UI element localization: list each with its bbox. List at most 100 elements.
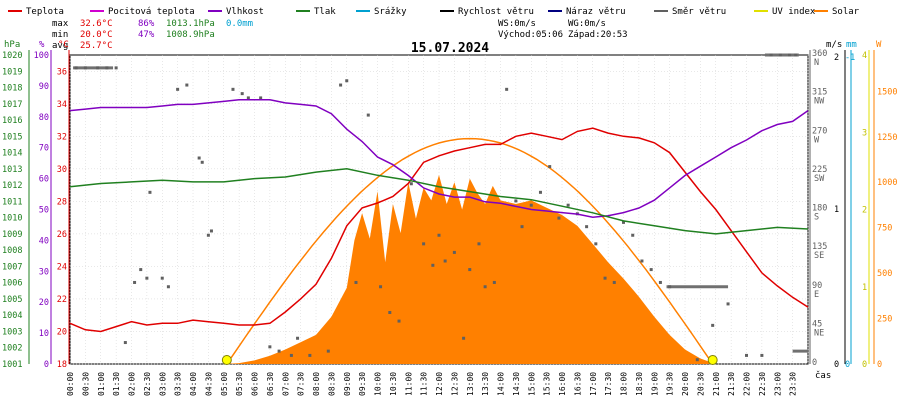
wind-direction-point [778, 53, 782, 57]
wind-direction-point [452, 250, 456, 254]
wind-direction-point [437, 233, 441, 237]
legend-label: Teplota [26, 7, 64, 17]
uv-tick: 1 [862, 283, 867, 293]
wind-direction-point [339, 83, 343, 87]
hpa-tick: 1014 [2, 149, 22, 159]
wind-direction-point [185, 83, 189, 87]
wind-direction-point [658, 280, 662, 284]
time-tick: 06:30 [266, 372, 275, 396]
dir-tick-label: N [814, 58, 819, 68]
time-tick: 21:00 [712, 372, 721, 396]
legend: Teplota Pocitová teplota Vlhkost Tlak Srážky… [8, 7, 860, 17]
time-tick: 21:30 [727, 372, 736, 396]
stat-pressure: 1013.1hPa [166, 19, 215, 29]
wind-direction-point [409, 182, 413, 186]
temp-tick: 24 [57, 262, 67, 272]
hpa-tick: 1009 [2, 230, 22, 240]
stat-label: max [52, 19, 69, 29]
wind-direction-point [431, 263, 435, 267]
time-tick: 13:00 [466, 372, 475, 396]
time-tick: 19:30 [666, 372, 675, 396]
stat-pressure: 1008.9hPa [166, 30, 215, 40]
wind-direction-point [268, 345, 272, 349]
temp-tick: 30 [57, 165, 67, 175]
dir-tick: 90 [812, 281, 822, 291]
time-tick: 04:00 [189, 372, 198, 396]
wind-direction-point [259, 96, 263, 100]
solar-area [70, 175, 808, 364]
ms-unit: m/s [826, 40, 842, 50]
hpa-unit: hPa [4, 40, 20, 50]
wind-direction-point [206, 233, 210, 237]
temp-tick: 20 [57, 327, 67, 337]
pct-unit: % [39, 40, 45, 50]
time-tick: 22:00 [743, 372, 752, 396]
hpa-tick: 1008 [2, 246, 22, 256]
dir-tick: 315 [812, 88, 827, 98]
time-tick: 23:00 [773, 372, 782, 396]
wind-direction-point [246, 96, 250, 100]
time-tick: 01:30 [112, 372, 121, 396]
chart-title: 15.07.2024 [411, 41, 489, 56]
wind-direction-point [668, 285, 672, 289]
wind-direction-point [548, 165, 552, 169]
wind-direction-point [379, 285, 383, 289]
wind-direction-point [83, 66, 87, 70]
time-tick: 18:30 [635, 372, 644, 396]
uv-tick: 3 [862, 128, 867, 138]
temp-tick: 26 [57, 230, 67, 240]
hpa-tick: 1001 [2, 360, 22, 370]
temperature-line [69, 127, 809, 333]
wind-direction-point [622, 220, 625, 224]
pct-tick: 50 [39, 206, 49, 216]
pct-tick: 90 [39, 82, 49, 92]
legend-label: UV index [772, 7, 816, 17]
hpa-tick: 1007 [2, 262, 22, 272]
ms-tick: 0 [834, 360, 839, 370]
wind-direction-point [477, 242, 481, 246]
wind-direction-point [240, 92, 244, 96]
dir-tick: 45 [812, 319, 822, 329]
pct-tick: 30 [39, 267, 49, 277]
dir-tick: 0 [812, 358, 817, 368]
mm-unit: mm [846, 40, 857, 50]
solar-tick: 750 [877, 224, 892, 234]
hpa-tick: 1017 [2, 100, 22, 110]
wind-direction-point [603, 276, 607, 280]
stat-humidity: 86% [138, 19, 155, 29]
time-tick: 03:30 [174, 372, 183, 396]
time-tick: 07:30 [297, 372, 306, 396]
time-tick: 16:30 [573, 372, 582, 396]
dir-tick: 270 [812, 126, 827, 136]
wind-direction-point [326, 349, 330, 353]
wind-direction-point [145, 276, 149, 280]
wind-direction-point [354, 280, 358, 284]
time-tick: 00:00 [66, 372, 75, 396]
time-tick: 07:00 [281, 372, 290, 396]
wind-direction-point [74, 66, 78, 70]
dir-tick-label: S [814, 213, 819, 223]
pct-tick: 20 [39, 298, 49, 308]
right-axes: 360N315NW270W225SW180S135SE90E45NE0m/s21… [809, 40, 897, 370]
dir-tick: 360 [812, 49, 827, 59]
wind-direction-point [557, 216, 561, 220]
wind-direction-point [566, 203, 570, 207]
hpa-tick: 1002 [2, 344, 22, 354]
pct-tick: 70 [39, 144, 49, 154]
time-tick: 17:00 [589, 372, 598, 396]
wind-direction-point [345, 79, 349, 83]
wind-direction-point [711, 323, 715, 327]
wind-direction-point [462, 336, 466, 340]
legend-label: Vlhkost [226, 7, 264, 17]
wind-direction-point [695, 358, 699, 362]
wind-direction-point [505, 87, 509, 91]
stat-rain: 0.0mm [226, 19, 253, 29]
solar-tick: 0 [877, 360, 882, 370]
wind-direction-point [96, 66, 100, 70]
time-tick: 22:30 [758, 372, 767, 396]
temp-tick: 34 [57, 100, 67, 110]
hpa-tick: 1013 [2, 165, 22, 175]
solar-tick: 1250 [877, 133, 897, 143]
